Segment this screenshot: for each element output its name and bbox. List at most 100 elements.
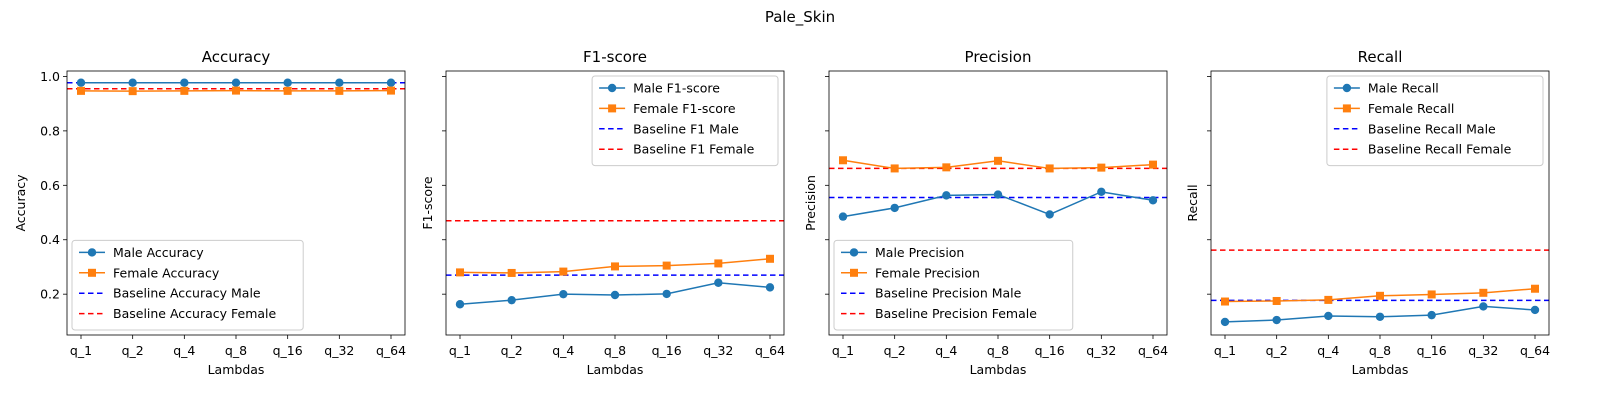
panel-title: F1-score	[583, 48, 647, 66]
x-tick-label: q_32	[703, 343, 733, 358]
panel-title: Accuracy	[202, 48, 271, 66]
legend-label: Female Recall	[1368, 101, 1454, 116]
x-tick-label: q_64	[755, 343, 785, 358]
data-point-female	[456, 268, 464, 277]
data-point-male	[76, 78, 86, 87]
data-point-female	[77, 86, 85, 95]
data-point-female	[1324, 295, 1333, 304]
legend: Male Recall Female Recall Baseline Recall …	[1326, 75, 1544, 167]
x-axis-label: Lambdas	[587, 362, 644, 377]
data-point-female	[283, 86, 292, 95]
data-point-female	[1097, 163, 1106, 172]
data-point-male	[1375, 312, 1385, 321]
data-point-female	[1479, 288, 1488, 297]
panel-precision: Precision q_1 q_2 q_4 q_8 q_16 q_32 q_64 Lambdas…	[803, 48, 1168, 377]
legend-box	[591, 75, 779, 167]
x-tick-label: q_2	[501, 343, 523, 358]
data-point-male	[1045, 210, 1054, 219]
y-tick-label: 0.8	[40, 123, 60, 138]
legend-label: Female Precision	[875, 265, 980, 280]
y-axis-label: Recall	[1185, 184, 1200, 221]
legend: Male F1-score Female F1-score Baseline F1 …	[591, 75, 779, 167]
x-tick-label: q_16	[652, 343, 682, 358]
data-point-male	[942, 191, 951, 200]
data-point-female	[1149, 160, 1157, 169]
x-tick-label: q_64	[1138, 343, 1168, 358]
x-tick-label: q_1	[1214, 343, 1236, 358]
legend-label: Baseline Recall Male	[1368, 121, 1496, 136]
data-point-female	[839, 156, 847, 165]
x-tick-label: q_1	[70, 343, 92, 358]
data-point-female	[662, 261, 671, 270]
panel-title: Recall	[1358, 48, 1403, 66]
y-tick-label: 1.0	[40, 69, 60, 84]
data-point-male	[283, 78, 292, 87]
data-point-female	[1427, 290, 1436, 299]
legend-marker-circle	[87, 248, 97, 257]
data-point-female	[714, 259, 723, 268]
data-point-male	[559, 289, 568, 299]
panel-f1-score: F1-score q_1 q_2 q_4 q_8 q_16 q_32 q_64 Lambdas F…	[420, 48, 785, 377]
data-point-female	[611, 262, 619, 271]
x-tick-label: q_1	[449, 343, 471, 358]
legend-label: Baseline Accuracy Female	[113, 306, 277, 321]
x-axis-label: Lambdas	[970, 362, 1027, 377]
data-point-male	[662, 289, 671, 299]
legend-label: Baseline Accuracy Male	[113, 286, 261, 301]
legend-marker-circle	[849, 248, 859, 257]
plot-frame	[828, 70, 1168, 336]
x-axis-label: Lambdas	[1352, 362, 1409, 377]
plot-frame	[1210, 70, 1550, 336]
plot-frame	[66, 70, 406, 336]
data-point-male	[1148, 196, 1158, 205]
x-tick-label: q_32	[1468, 343, 1498, 358]
legend-marker-square	[88, 268, 96, 277]
y-tick-label: 0.6	[40, 178, 60, 193]
legend-label: Male Recall	[1368, 81, 1439, 96]
data-point-male	[1272, 315, 1281, 325]
data-point-male	[1427, 310, 1436, 320]
x-tick-label: q_8	[604, 343, 626, 358]
data-point-male	[507, 295, 516, 305]
x-tick-label: q_32	[1086, 343, 1116, 358]
data-point-female	[1045, 164, 1054, 173]
legend-label: Baseline Precision Male	[875, 286, 1022, 301]
data-point-male	[335, 78, 344, 87]
legend-marker-square	[1342, 104, 1351, 113]
data-point-female	[559, 267, 568, 276]
data-point-female	[387, 86, 395, 95]
x-tick-label: q_4	[935, 343, 957, 358]
data-point-male	[838, 212, 848, 221]
y-tick-label: 0.4	[40, 232, 60, 247]
panel-accuracy: Accuracy 0.2 0.4 0.6 0.8 1.0 q_1 q_2 q_4 q_8 q_16 q…	[13, 48, 406, 377]
data-point-female	[890, 164, 899, 173]
data-point-female	[180, 86, 189, 95]
legend-label: Baseline F1 Female	[633, 142, 755, 157]
data-point-female	[1272, 296, 1281, 305]
data-point-female	[128, 87, 137, 96]
legend-label: Female Accuracy	[113, 265, 220, 280]
data-point-male	[714, 278, 723, 287]
y-axis-label: F1-score	[420, 176, 435, 230]
legend-box	[833, 239, 1074, 331]
legend-label: Female F1-score	[633, 101, 736, 116]
data-point-female	[335, 86, 344, 95]
data-point-male	[231, 78, 241, 87]
x-tick-label: q_8	[1369, 343, 1391, 358]
data-point-male	[1530, 305, 1540, 315]
legend-label: Baseline F1 Male	[633, 121, 739, 136]
x-tick-label: q_16	[273, 343, 303, 358]
legend-label: Male Precision	[875, 245, 964, 260]
x-tick-label: q_8	[987, 343, 1009, 358]
y-axis-label: Accuracy	[13, 174, 28, 232]
data-point-male	[993, 190, 1003, 199]
data-point-female	[942, 163, 951, 172]
data-point-male	[610, 290, 620, 300]
legend-label: Male Accuracy	[113, 245, 204, 260]
legend-marker-circle	[1342, 83, 1352, 93]
x-tick-label: q_1	[832, 343, 854, 358]
data-point-female	[1221, 297, 1229, 306]
legend-box	[1326, 75, 1544, 167]
panel-title: Precision	[965, 48, 1032, 66]
